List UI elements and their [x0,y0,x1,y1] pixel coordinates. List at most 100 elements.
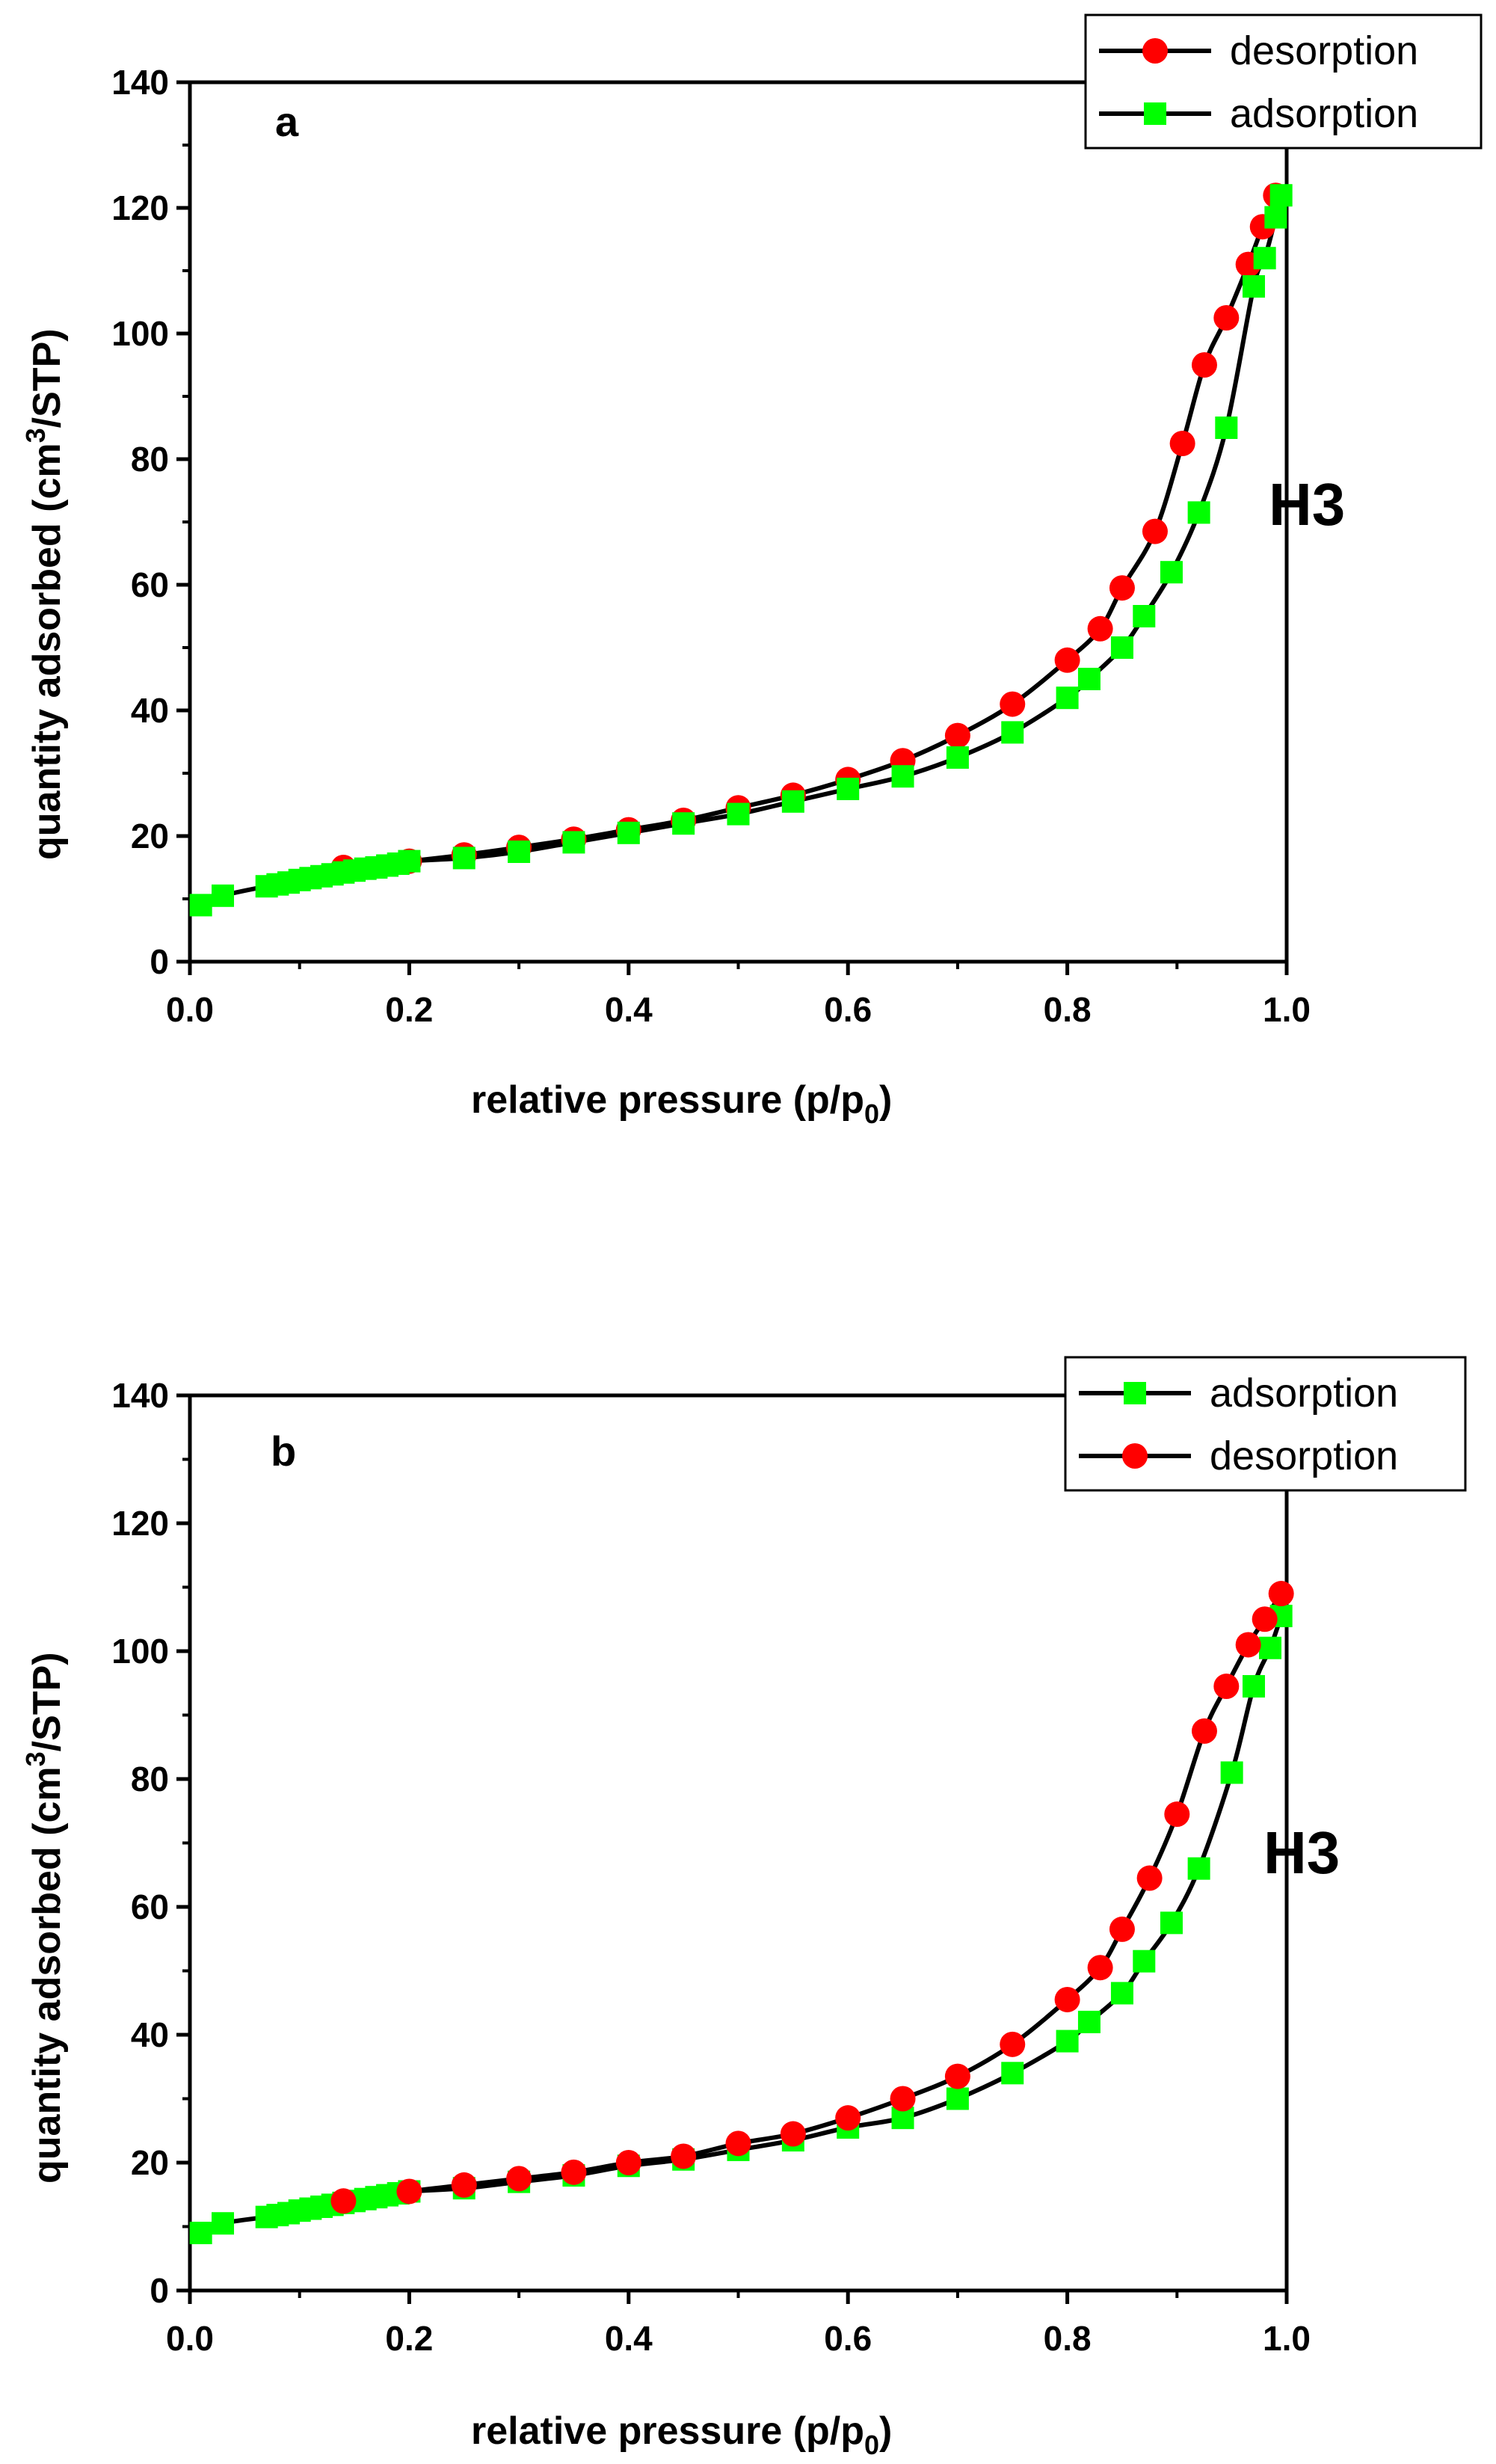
y-tick-label: 60 [131,565,169,604]
legend-marker-adsorption [1124,1382,1146,1404]
desorption-point [451,2172,477,2198]
y-tick-label: 40 [131,691,169,730]
y-tick-labels-a: 0 20 40 60 80 100 120 140 [111,63,169,981]
legend-a: desorption adsorption [1084,13,1483,150]
adsorption-point [781,790,804,813]
adsorption-point [1258,1636,1281,1659]
desorption-point [330,2188,357,2214]
y-tick-label: 120 [111,188,169,227]
desorption-point [671,2143,697,2169]
y-tick-label: 140 [111,63,169,102]
adsorption-point [1077,2010,1101,2033]
series-markers-b [189,1581,1294,2245]
adsorption-point [1242,1675,1265,1698]
desorption-point [1000,2031,1026,2057]
y-tick-label: 120 [111,1504,169,1543]
desorption-point [1252,1606,1278,1632]
adsorption-point [946,746,969,769]
legend-label-desorption: desorption [1230,28,1418,73]
x-tick-label: 0.4 [605,2319,653,2358]
desorption-point [1054,647,1080,673]
y-tick-label: 100 [111,1632,169,1671]
adsorption-point [1253,247,1276,270]
x-tick-label: 0.4 [605,990,653,1029]
adsorption-point [1077,668,1101,690]
adsorption-point [1215,417,1238,439]
adsorption-point [1269,184,1293,207]
x-tick-label: 0.6 [824,990,872,1029]
panel-label-b: b [271,1428,296,1475]
adsorption-point [452,847,475,870]
x-tick-label: 0.6 [824,2319,872,2358]
desorption-point [725,2130,751,2157]
y-tick-label: 20 [131,2143,169,2182]
y-tick-label: 0 [150,942,169,981]
y-tick-label: 20 [131,817,169,855]
adsorption-point [562,831,585,854]
legend-label-desorption: desorption [1210,1434,1398,1478]
y-tick-label: 100 [111,314,169,353]
desorption-point [1191,1718,1217,1744]
adsorption-point [1110,636,1133,659]
y-tick-labels-b: 0 20 40 60 80 100 120 140 [111,1376,169,2310]
adsorption-point [672,812,695,835]
x-tick-label: 1.0 [1263,2319,1311,2358]
adsorption-point [1264,206,1287,229]
series-markers-a [189,182,1293,917]
desorption-point [1136,1865,1163,1891]
desorption-line-a [343,194,1278,870]
x-tick-label: 0.8 [1044,2319,1092,2358]
desorption-point [1142,518,1168,544]
adsorption-point [1187,501,1210,524]
adsorption-point [398,850,421,873]
x-tick-label: 0.2 [385,990,433,1029]
desorption-point [1235,1632,1261,1658]
x-tick-label: 1.0 [1263,990,1311,1029]
legend-entries-a: desorption adsorption [1099,28,1418,136]
desorption-point [506,2166,532,2192]
desorption-point [1213,1674,1240,1700]
y-tick-label: 140 [111,1376,169,1415]
x-tick-label: 0.0 [166,990,214,1029]
hysteresis-type-label-b: H3 [1263,1819,1340,1886]
x-tick-labels-b: 0.0 0.2 0.4 0.6 0.8 1.0 [166,2319,1311,2358]
y-tick-label: 0 [150,2271,169,2310]
axis-ticks-a [176,80,1289,975]
adsorption-point [1242,275,1265,298]
desorption-point [780,2121,806,2147]
adsorption-point [1220,1761,1243,1784]
desorption-point [1164,1801,1190,1828]
legend-box-a [1084,13,1483,150]
legend-marker-desorption [1122,1443,1148,1469]
desorption-line-b [342,1592,1284,2204]
adsorption-point [212,884,235,907]
desorption-point [1191,352,1217,378]
adsorption-point [1056,686,1079,710]
y-tick-label: 80 [131,440,169,479]
x-axis-title-b: relative pressure (p/p0) [471,2409,892,2460]
x-tick-label: 0.0 [166,2319,214,2358]
legend-marker-desorption [1142,38,1168,64]
adsorption-point [837,778,860,800]
adsorption-point [1110,1982,1133,2005]
adsorption-point [189,2222,212,2245]
axis-ticks-b [176,1393,1289,2304]
hysteresis-type-label-a: H3 [1269,471,1345,538]
adsorption-point [1056,2030,1079,2053]
adsorption-point [1133,605,1156,627]
adsorption-point [946,2087,969,2110]
y-tick-label: 60 [131,1887,169,1926]
desorption-point [561,2159,587,2185]
legend-b: adsorption desorption [1064,1356,1467,1492]
desorption-point [1109,1916,1135,1942]
y-axis-title-a: quantity adsorbed (cm3/STP) [20,328,69,860]
adsorption-point [617,821,640,844]
desorption-point [1087,615,1113,642]
y-tick-label: 80 [131,1760,169,1798]
adsorption-point [727,802,750,826]
adsorption-point [891,765,914,788]
desorption-point [1169,431,1195,456]
adsorption-point [1160,1911,1183,1935]
